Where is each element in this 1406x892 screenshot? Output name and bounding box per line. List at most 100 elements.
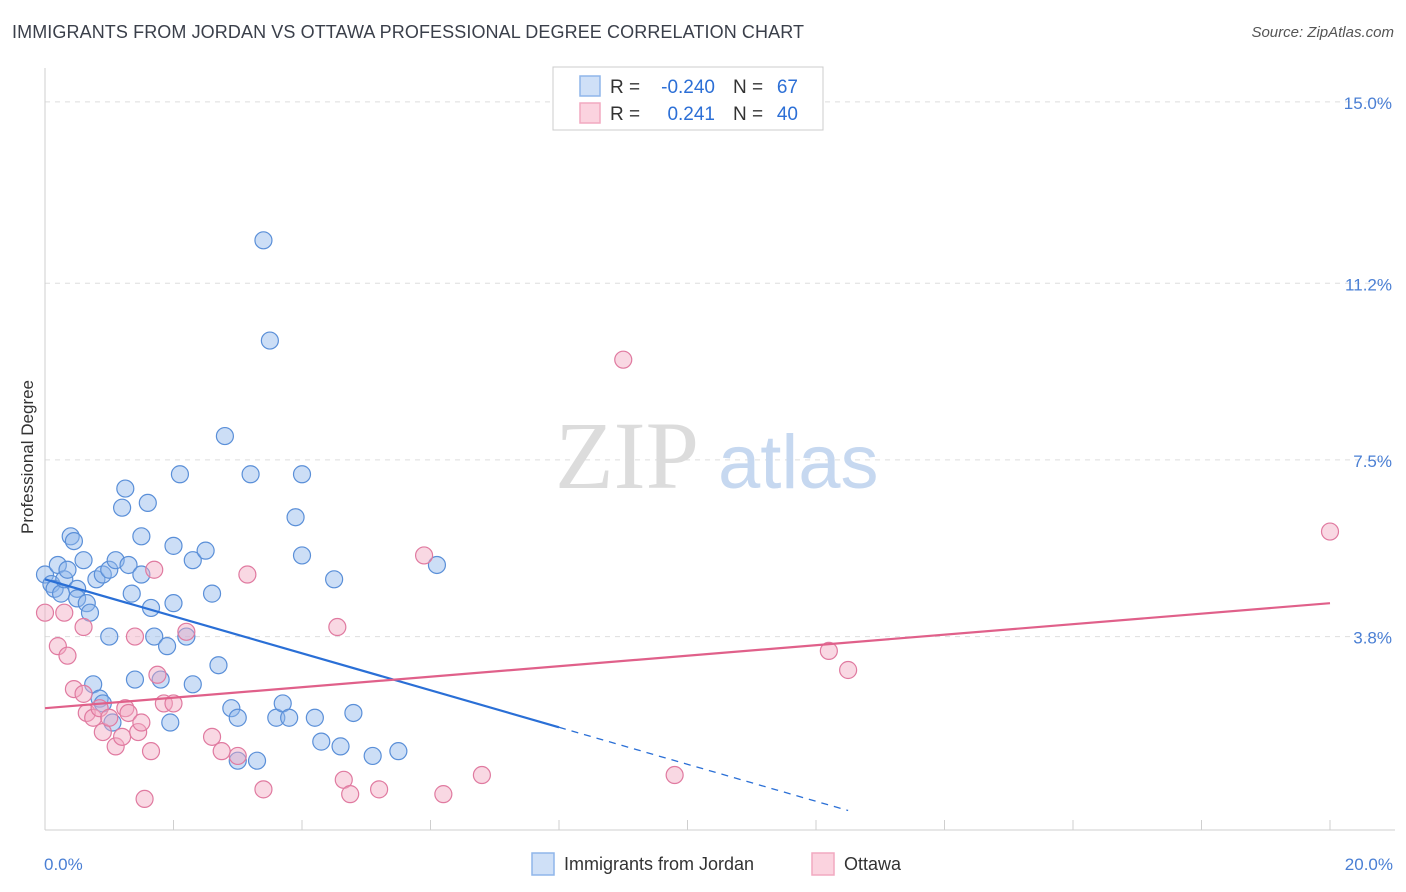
jordan-point-30 [138, 493, 157, 513]
jordan-point-50 [247, 751, 267, 770]
ottawa-point-39 [665, 765, 684, 785]
jordan-point-20 [100, 627, 119, 646]
jordan-point-57 [292, 465, 312, 484]
jordan-point-35 [161, 713, 180, 732]
ottawa-point-13 [112, 727, 132, 746]
jordan-point-36 [164, 536, 183, 555]
jordan-point-26 [122, 584, 141, 603]
jordan-point-60 [312, 732, 331, 751]
ottawa-point-35 [414, 546, 434, 565]
jordan-point-25 [119, 555, 138, 575]
bottom-legend-label-jordan: Immigrants from Jordan [564, 854, 754, 874]
ottawa-point-5 [74, 684, 93, 703]
ottawa-point-19 [135, 789, 154, 809]
ottawa-point-16 [125, 627, 145, 646]
ottawa-point-15 [119, 703, 138, 723]
y-tick-label-1: 7.5% [1353, 452, 1392, 471]
ottawa-point-11 [100, 708, 119, 727]
legend-n-value-ottawa: 40 [777, 104, 798, 125]
ottawa-point-21 [145, 560, 164, 579]
ottawa-point-extra-0 [819, 641, 838, 661]
ottawa-point-extra-1 [839, 660, 858, 680]
grid-lines [45, 101, 1395, 638]
y-tick-labels: 3.8% 7.5% 11.2% 15.0% [1344, 94, 1392, 648]
jordan-point-49 [241, 465, 260, 484]
jordan-point-12 [77, 594, 96, 613]
legend-n-label-jordan: N = [733, 77, 763, 98]
jordan-point-65 [389, 742, 408, 761]
jordan-point-64 [363, 746, 382, 766]
jordan-point-55 [280, 708, 299, 727]
jordan-point-38 [170, 465, 190, 484]
ottawa-point-22 [148, 665, 167, 684]
jordan-point-10 [68, 589, 87, 608]
jordan-point-66 [427, 555, 447, 575]
ottawa-point-31 [328, 617, 347, 637]
ottawa-point-4 [64, 679, 84, 699]
ottawa-point-6 [74, 617, 93, 637]
y-tick-label-0: 3.8% [1353, 629, 1392, 648]
jordan-point-52 [260, 331, 279, 350]
y-tick-label-2: 11.2% [1345, 275, 1392, 294]
legend-n-label-ottawa: N = [733, 104, 763, 125]
jordan-point-46 [222, 699, 241, 718]
jordan-point-24 [116, 479, 135, 498]
jordan-trend-line [44, 578, 560, 729]
jordan-point-19 [100, 560, 119, 579]
jordan-point-56 [286, 508, 305, 527]
legend-swatch-ottawa [579, 102, 601, 124]
legend-swatch-jordan [579, 75, 601, 97]
ottawa-point-0 [35, 603, 55, 622]
legend-r-label-ottawa: R = [610, 104, 640, 125]
axes [44, 68, 1395, 831]
series-jordan-points [35, 231, 447, 770]
ottawa-point-20 [141, 742, 161, 761]
jordan-point-39 [177, 627, 196, 646]
jordan-point-45 [215, 426, 234, 446]
legend-r-label-jordan: R = [610, 77, 640, 98]
ottawa-point-30 [254, 780, 273, 799]
jordan-point-48 [228, 751, 247, 770]
series-legend: Immigrants from Jordan Ottawa [531, 852, 902, 876]
ottawa-point-3 [58, 646, 77, 665]
y-tick-label-3: 15.0% [1344, 94, 1392, 113]
y-axis-label: Professional Degree [18, 380, 37, 534]
jordan-point-62 [331, 737, 350, 756]
jordan-point-47 [228, 708, 247, 727]
jordan-point-6 [58, 560, 77, 579]
jordan-point-58 [292, 546, 312, 565]
x-tick-labels: 0.0% 20.0% [44, 855, 1393, 874]
legend-r-value-ottawa: 0.241 [667, 104, 715, 125]
chart-title: IMMIGRANTS FROM JORDAN VS OTTAWA PROFESS… [12, 22, 805, 42]
bottom-legend-swatch-jordan [531, 852, 555, 876]
jordan-point-44 [209, 656, 228, 675]
ottawa-point-36 [434, 785, 453, 804]
ottawa-point-17 [129, 722, 148, 742]
bottom-legend-label-ottawa: Ottawa [844, 854, 902, 874]
watermark: ZIP atlas [555, 402, 879, 509]
jordan-point-42 [196, 541, 215, 560]
ottawa-trend-line [44, 602, 1331, 710]
jordan-point-23 [112, 498, 132, 517]
jordan-point-59 [305, 708, 324, 727]
ottawa-point-33 [341, 785, 360, 804]
watermark-zip: ZIP [555, 402, 699, 509]
jordan-point-61 [325, 570, 344, 589]
jordan-point-41 [183, 675, 202, 694]
ottawa-point-29 [238, 565, 257, 584]
x-tick-label-1: 20.0% [1345, 855, 1393, 874]
ottawa-point-38 [614, 350, 633, 369]
jordan-point-40 [183, 551, 202, 570]
ottawa-point-27 [212, 742, 231, 761]
jordan-point-37 [164, 594, 183, 613]
bottom-legend-swatch-ottawa [811, 852, 835, 876]
jordan-point-8 [64, 531, 84, 551]
ottawa-point-2 [55, 603, 74, 622]
jordan-point-0 [35, 565, 55, 584]
ottawa-point-37 [472, 765, 491, 785]
trend-lines [44, 578, 1331, 812]
jordan-point-63 [344, 703, 363, 723]
ottawa-point-1 [48, 637, 67, 656]
jordan-point-32 [145, 627, 164, 646]
